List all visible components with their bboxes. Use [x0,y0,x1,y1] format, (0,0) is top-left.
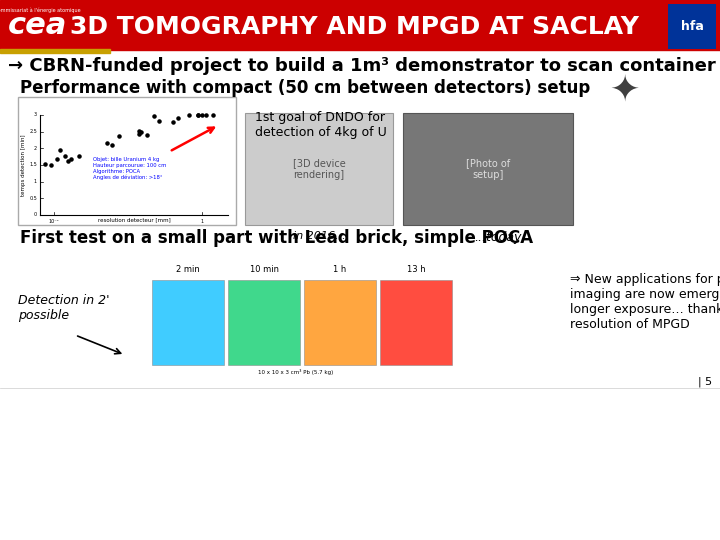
Text: [Photo of
setup]: [Photo of setup] [466,158,510,180]
Point [102,139,113,147]
FancyBboxPatch shape [668,4,716,49]
Text: 10 x 10 x 3 cm³ Pb (5.7 kg): 10 x 10 x 3 cm³ Pb (5.7 kg) [258,369,333,375]
Text: → CBRN-funded project to build a 1m³ demonstrator to scan container: → CBRN-funded project to build a 1m³ dem… [8,57,716,75]
Point [62,157,73,166]
Point [192,111,203,119]
Text: 2: 2 [34,146,37,151]
FancyBboxPatch shape [403,113,573,225]
Point [114,132,125,140]
Point [196,111,207,119]
Text: Detection in 2'
possible: Detection in 2' possible [18,294,109,322]
Point [153,117,165,125]
Text: 1: 1 [34,179,37,184]
Point [73,152,85,160]
Point [54,145,66,154]
Text: 3: 3 [34,112,37,118]
Bar [0,49,110,53]
Text: Objet: bille Uranium 4 kg
Hauteur parcourue: 100 cm
Algorithme: POCA
Angles de d: Objet: bille Uranium 4 kg Hauteur parcou… [93,157,166,180]
Point [200,111,212,119]
Text: 1: 1 [200,219,204,224]
Point [133,127,145,136]
Text: 0.5: 0.5 [30,196,37,201]
Point [183,111,194,119]
Text: 13 h: 13 h [407,265,426,274]
Point [59,152,71,160]
Text: 1 h: 1 h [333,265,346,274]
Text: 10 min: 10 min [250,265,279,274]
Text: hfa: hfa [680,19,703,32]
Text: [3D device
rendering]: [3D device rendering] [292,158,346,180]
Text: cea: cea [9,10,68,39]
FancyBboxPatch shape [228,280,300,365]
Point [133,130,145,138]
Text: resolution detecteur [mm]: resolution detecteur [mm] [98,217,171,222]
Text: temps detection [min]: temps detection [min] [20,134,25,196]
Point [45,160,57,169]
Point [148,112,160,120]
FancyBboxPatch shape [18,97,236,225]
Text: 1.5: 1.5 [30,163,37,167]
Point [207,111,219,119]
FancyBboxPatch shape [245,113,393,225]
Point [172,114,184,123]
Text: First test on a small part with Lead brick, simple POCA: First test on a small part with Lead bri… [20,229,533,247]
Point [135,128,147,137]
Point [39,159,50,168]
Text: 3D TOMOGRAPHY AND MPGD AT SACLAY: 3D TOMOGRAPHY AND MPGD AT SACLAY [71,15,639,39]
Text: ✦: ✦ [610,73,640,107]
Point [51,155,63,164]
Text: 1st goal of DNDO for
detection of 4kg of U: 1st goal of DNDO for detection of 4kg of… [255,111,387,139]
Text: | 5: | 5 [698,377,712,387]
Text: 2 min: 2 min [176,265,200,274]
Text: ...today: ...today [474,231,522,244]
Text: in 2016...: in 2016... [293,231,346,241]
FancyBboxPatch shape [152,280,224,365]
Text: Performance with compact (50 cm between detectors) setup: Performance with compact (50 cm between … [20,79,590,97]
Point [66,154,77,163]
Point [141,131,153,139]
Text: 10⁻¹: 10⁻¹ [49,219,60,224]
Point [107,141,118,150]
Bar [0,0,720,50]
Point [192,111,203,119]
FancyBboxPatch shape [304,280,376,365]
Text: 0: 0 [34,213,37,218]
Text: commissariat à l'énergie atomique: commissariat à l'énergie atomique [0,7,81,13]
FancyBboxPatch shape [380,280,452,365]
Text: 2.5: 2.5 [30,129,37,134]
Text: ⇒ New applications for precise
imaging are now emerging if
longer exposure… than: ⇒ New applications for precise imaging a… [570,273,720,331]
Point [167,118,179,126]
